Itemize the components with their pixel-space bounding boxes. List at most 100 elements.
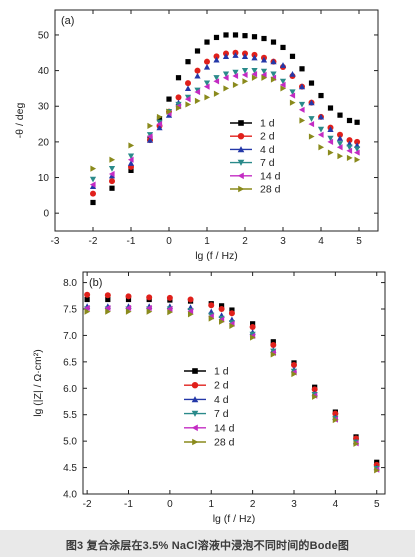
plot-frame [82, 271, 386, 495]
legend-marker [191, 424, 198, 432]
legend-marker [191, 410, 199, 417]
x-tick-label: -2 [83, 499, 92, 510]
data-point [147, 122, 154, 129]
data-point [187, 311, 194, 318]
data-point [90, 165, 97, 172]
legend-label: 4 d [260, 144, 275, 156]
data-point [184, 85, 192, 92]
data-point [354, 119, 360, 125]
data-point [194, 97, 201, 104]
data-point [270, 339, 276, 345]
data-point [213, 90, 220, 97]
data-point [213, 75, 220, 81]
legend-marker [192, 438, 199, 446]
data-point [204, 39, 210, 45]
data-point [317, 126, 325, 133]
data-point [270, 71, 277, 78]
legend-label: 2 d [214, 380, 229, 392]
data-point [127, 153, 135, 160]
data-point [270, 351, 277, 358]
y-tick-label: 7.5 [63, 305, 77, 316]
data-point [346, 137, 353, 144]
data-point [185, 80, 191, 87]
data-point [229, 322, 236, 330]
data-point [146, 133, 153, 140]
data-point [332, 410, 339, 417]
legend-marker [237, 146, 245, 153]
data-point [89, 181, 96, 188]
data-point [336, 141, 344, 147]
legend-marker [238, 120, 244, 126]
data-point [327, 138, 334, 145]
y-axis-label: lg (|Z| / Ω·cm²) [32, 349, 44, 417]
x-tick-label: 3 [291, 499, 297, 510]
data-point [218, 306, 225, 312]
data-point [308, 133, 315, 140]
y-tick-label: 50 [38, 30, 50, 41]
data-point [337, 153, 344, 160]
data-point [156, 113, 163, 121]
series-28d [90, 74, 361, 172]
data-point [270, 76, 277, 83]
legend-marker [192, 368, 198, 374]
x-tick-label: 4 [318, 236, 324, 247]
y-tick-label: 40 [38, 66, 50, 77]
x-tick-label: 1 [204, 236, 210, 247]
data-point [108, 170, 115, 178]
data-point [90, 190, 96, 197]
data-point [241, 71, 248, 78]
data-point [223, 85, 230, 92]
data-point [251, 67, 258, 74]
legend-marker [191, 396, 199, 403]
legend-marker [237, 133, 245, 140]
data-point [213, 56, 220, 63]
data-point [250, 334, 256, 341]
data-point [84, 304, 90, 312]
data-point [260, 56, 268, 63]
legend-marker [237, 159, 245, 166]
data-point [213, 78, 220, 85]
data-point [89, 176, 97, 183]
data-point [175, 94, 182, 101]
y-tick-label: 5.5 [63, 410, 77, 421]
data-point [308, 116, 315, 122]
legend-label: 2 d [260, 131, 275, 143]
data-point [251, 74, 258, 81]
data-point [289, 89, 296, 96]
data-point [317, 131, 324, 138]
legend-marker [191, 382, 199, 389]
data-point [146, 294, 153, 301]
data-point [223, 32, 229, 38]
data-point [337, 131, 343, 138]
data-point [84, 308, 91, 315]
data-point [125, 308, 132, 315]
panel-label: (b) [89, 277, 102, 289]
data-point [203, 63, 211, 70]
data-point [208, 315, 215, 322]
data-point [336, 135, 344, 141]
series-7d [89, 67, 361, 183]
data-point [187, 296, 194, 303]
x-tick-label: 2 [250, 499, 256, 510]
x-tick-label: 3 [280, 236, 286, 247]
x-tick-label: 5 [374, 499, 380, 510]
data-point [218, 318, 225, 325]
data-point [90, 199, 96, 206]
data-point [251, 54, 258, 61]
data-point [346, 154, 353, 162]
data-point [354, 156, 361, 163]
data-point [354, 149, 360, 156]
series-4d [89, 52, 361, 190]
data-point [166, 96, 172, 102]
x-axis-label: lg (f / Hz) [195, 250, 238, 262]
x-tick-label: 0 [167, 499, 173, 510]
data-point [251, 34, 258, 40]
data-point [109, 185, 115, 191]
x-tick-label: -1 [124, 499, 133, 510]
data-point [166, 294, 173, 301]
data-point [279, 78, 287, 85]
x-tick-label: -2 [89, 236, 98, 247]
data-point [346, 147, 353, 154]
y-tick-label: 8.0 [63, 278, 77, 289]
